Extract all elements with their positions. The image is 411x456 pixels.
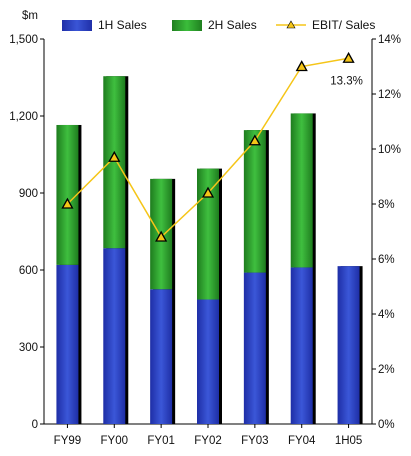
legend-item-1h-sales: 1H Sales	[62, 18, 147, 32]
right-tick-label: 12%	[378, 89, 401, 101]
right-tick-label: 8%	[378, 199, 395, 211]
left-tick-label: 300	[19, 342, 38, 354]
legend-label-1h-sales: 1H Sales	[98, 18, 147, 32]
x-tick-label: FY99	[54, 435, 82, 447]
ebit-sales-point	[61, 197, 74, 209]
y-left-unit-label: $m	[22, 10, 38, 22]
right-tick-label: 10%	[378, 144, 401, 156]
bar-1h-sales	[243, 272, 266, 424]
x-tick-label: FY02	[194, 435, 222, 447]
left-tick-label: 0	[32, 419, 38, 431]
bar-2h-sales	[56, 124, 79, 265]
legend-label-ebit-sales: EBIT/ Sales	[312, 18, 376, 32]
bar-1h-sales	[103, 248, 126, 424]
left-tick-label: 600	[19, 265, 38, 277]
bar-2h-sales	[243, 130, 266, 273]
legend-swatch-2h-sales	[172, 19, 202, 31]
x-tick-label: FY04	[288, 435, 316, 447]
x-tick-label: FY01	[147, 435, 175, 447]
x-tick-label: FY00	[101, 435, 129, 447]
bar-2h-sales	[290, 113, 313, 268]
bar-1h-sales	[290, 267, 313, 424]
right-tick-label: 0%	[378, 419, 395, 431]
ebit-sales-point	[248, 134, 261, 146]
bar-1h-sales	[337, 266, 360, 424]
ebit-sales-point	[295, 60, 308, 72]
left-tick-label: 1,200	[9, 111, 38, 123]
legend-swatch-1h-sales	[62, 19, 92, 31]
ebit-sales-point	[201, 186, 215, 198]
ebit-sales-point	[155, 230, 168, 242]
bar-2h-sales	[103, 76, 126, 249]
right-tick-label: 2%	[378, 364, 395, 376]
ebit-sales-annotation: 13.3%	[330, 75, 363, 87]
legend-item-ebit-sales: EBIT/ Sales	[276, 18, 375, 32]
legend-item-2h-sales: 2H Sales	[172, 18, 257, 32]
ebit-sales-point	[342, 51, 355, 63]
legend-label-2h-sales: 2H Sales	[208, 18, 257, 32]
bar-1h-sales	[150, 289, 173, 424]
bar-1h-sales	[56, 264, 79, 424]
bar-2h-sales	[197, 168, 219, 300]
x-tick-label: FY03	[241, 435, 269, 447]
right-tick-label: 14%	[378, 34, 401, 46]
right-tick-label: 4%	[378, 309, 395, 321]
right-tick-label: 6%	[378, 254, 395, 266]
legend-swatch-ebit-sales	[276, 20, 306, 29]
x-tick-label: 1H05	[335, 435, 363, 447]
left-tick-label: 1,500	[9, 34, 38, 46]
ebit-sales-point	[108, 150, 121, 162]
bar-1h-sales	[197, 299, 219, 424]
left-tick-label: 900	[19, 188, 38, 200]
